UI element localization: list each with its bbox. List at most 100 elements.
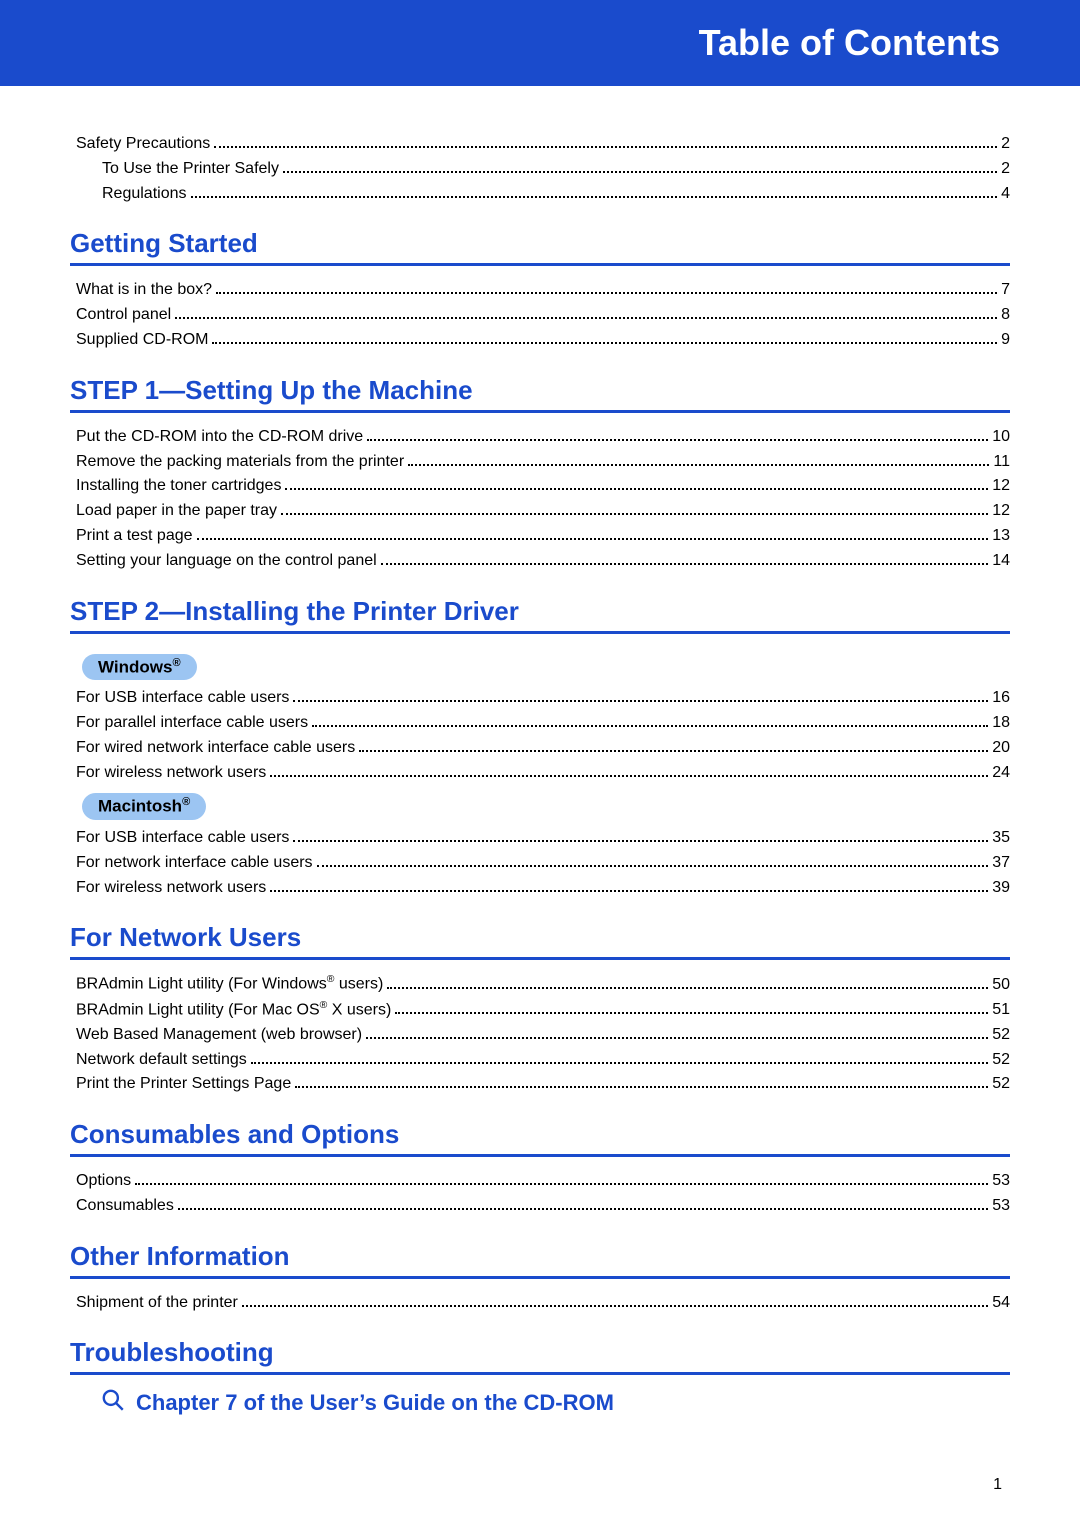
- toc-page-number: 52: [992, 1072, 1010, 1097]
- toc-page-number: 11: [993, 450, 1010, 475]
- toc-entry[interactable]: Consumables 53: [70, 1194, 1010, 1219]
- toc-leader-dots: [175, 317, 997, 319]
- toc-label: BRAdmin Light utility (For Windows® user…: [76, 972, 383, 997]
- toc-entry[interactable]: For wireless network users39: [70, 876, 1010, 901]
- toc-page-number: 51: [992, 998, 1010, 1023]
- toc-entry[interactable]: Put the CD-ROM into the CD-ROM drive10: [70, 425, 1010, 450]
- toc-entry[interactable]: Options53: [70, 1169, 1010, 1194]
- toc-page-number: 35: [992, 826, 1010, 851]
- toc-label: Network default settings: [76, 1048, 247, 1073]
- toc-entry[interactable]: Safety Precautions 2: [70, 132, 1010, 157]
- toc-content: Safety Precautions2To Use the Printer Sa…: [0, 86, 1080, 1418]
- toc-entry[interactable]: Web Based Management (web browser) 52: [70, 1023, 1010, 1048]
- toc-leader-dots: [251, 1062, 988, 1064]
- toc-label: Safety Precautions: [76, 132, 210, 157]
- toc-entry[interactable]: BRAdmin Light utility (For Windows® user…: [70, 972, 1010, 997]
- toc-label: Consumables: [76, 1194, 174, 1219]
- section-heading-step1: STEP 1—Setting Up the Machine: [70, 375, 1010, 413]
- toc-label: For wireless network users: [76, 876, 266, 901]
- toc-page-number: 37: [992, 851, 1010, 876]
- toc-leader-dots: [216, 292, 997, 294]
- toc-leader-dots: [317, 865, 989, 867]
- toc-page-number: 9: [1001, 328, 1010, 353]
- toc-label: To Use the Printer Safely: [102, 157, 279, 182]
- toc-label: For wired network interface cable users: [76, 736, 355, 761]
- toc-page-number: 12: [992, 474, 1010, 499]
- toc-entry[interactable]: Installing the toner cartridges12: [70, 474, 1010, 499]
- toc-label: BRAdmin Light utility (For Mac OS® X use…: [76, 998, 391, 1023]
- toc-page-number: 52: [992, 1048, 1010, 1073]
- toc-leader-dots: [214, 146, 997, 148]
- toc-page-number: 50: [992, 973, 1010, 998]
- toc-entry[interactable]: Shipment of the printer 54: [70, 1291, 1010, 1316]
- toc-label: For parallel interface cable users: [76, 711, 308, 736]
- toc-leader-dots: [381, 563, 989, 565]
- toc-label: Load paper in the paper tray: [76, 499, 277, 524]
- toc-leader-dots: [135, 1183, 988, 1185]
- toc-entry[interactable]: For parallel interface cable users 18: [70, 711, 1010, 736]
- toc-label: Remove the packing materials from the pr…: [76, 450, 404, 475]
- toc-entry[interactable]: Setting your language on the control pan…: [70, 549, 1010, 574]
- toc-page-number: 52: [992, 1023, 1010, 1048]
- toc-page-number: 2: [1001, 157, 1010, 182]
- toc-leader-dots: [270, 775, 988, 777]
- toc-leader-dots: [366, 1037, 988, 1039]
- toc-page-number: 53: [992, 1194, 1010, 1219]
- toc-entry[interactable]: What is in the box? 7: [70, 278, 1010, 303]
- toc-label: Setting your language on the control pan…: [76, 549, 377, 574]
- toc-entry[interactable]: Control panel8: [70, 303, 1010, 328]
- troubleshoot-subline-text: Chapter 7 of the User’s Guide on the CD-…: [136, 1390, 614, 1416]
- toc-page-number: 18: [992, 711, 1010, 736]
- toc-leader-dots: [293, 840, 988, 842]
- toc-leader-dots: [212, 342, 997, 344]
- section-heading-step2: STEP 2—Installing the Printer Driver: [70, 596, 1010, 634]
- toc-entry[interactable]: Load paper in the paper tray12: [70, 499, 1010, 524]
- toc-leader-dots: [395, 1012, 988, 1014]
- toc-page-number: 2: [1001, 132, 1010, 157]
- title-banner: Table of Contents: [0, 0, 1080, 86]
- toc-leader-dots: [367, 439, 988, 441]
- toc-entry[interactable]: For wired network interface cable users2…: [70, 736, 1010, 761]
- toc-page-number: 54: [992, 1291, 1010, 1316]
- toc-entry[interactable]: Print the Printer Settings Page52: [70, 1072, 1010, 1097]
- toc-label: Regulations: [102, 182, 187, 207]
- os-pill: Macintosh®: [82, 793, 206, 820]
- toc-leader-dots: [387, 987, 988, 989]
- toc-page-number: 14: [992, 549, 1010, 574]
- toc-entry[interactable]: Remove the packing materials from the pr…: [70, 450, 1010, 475]
- toc-leader-dots: [408, 464, 989, 466]
- toc-entry[interactable]: Regulations4: [70, 182, 1010, 207]
- toc-label: Control panel: [76, 303, 171, 328]
- toc-entry[interactable]: To Use the Printer Safely 2: [70, 157, 1010, 182]
- section-heading-troubleshooting: Troubleshooting: [70, 1337, 1010, 1375]
- toc-entry[interactable]: For USB interface cable users16: [70, 686, 1010, 711]
- toc-page-number: 7: [1001, 278, 1010, 303]
- toc-page-number: 10: [992, 425, 1010, 450]
- toc-page-number: 24: [992, 761, 1010, 786]
- toc-page-number: 13: [992, 524, 1010, 549]
- toc-label: Supplied CD-ROM: [76, 328, 208, 353]
- magnifier-icon: [100, 1387, 126, 1418]
- toc-leader-dots: [283, 171, 997, 173]
- toc-leader-dots: [270, 890, 988, 892]
- toc-entry[interactable]: Print a test page 13: [70, 524, 1010, 549]
- toc-label: What is in the box?: [76, 278, 212, 303]
- troubleshoot-subline: Chapter 7 of the User’s Guide on the CD-…: [100, 1387, 1010, 1418]
- toc-label: Options: [76, 1169, 131, 1194]
- toc-entry[interactable]: For USB interface cable users 35: [70, 826, 1010, 851]
- page-number: 1: [993, 1476, 1002, 1494]
- toc-label: Shipment of the printer: [76, 1291, 238, 1316]
- toc-entry[interactable]: Network default settings 52: [70, 1048, 1010, 1073]
- toc-entry[interactable]: BRAdmin Light utility (For Mac OS® X use…: [70, 998, 1010, 1023]
- toc-entry[interactable]: For network interface cable users37: [70, 851, 1010, 876]
- section-heading-getting-started: Getting Started: [70, 228, 1010, 266]
- page-title: Table of Contents: [699, 22, 1000, 64]
- toc-leader-dots: [197, 538, 989, 540]
- toc-entry[interactable]: For wireless network users24: [70, 761, 1010, 786]
- toc-page-number: 16: [992, 686, 1010, 711]
- toc-leader-dots: [295, 1086, 988, 1088]
- toc-label: Web Based Management (web browser): [76, 1023, 362, 1048]
- toc-label: For USB interface cable users: [76, 826, 289, 851]
- toc-entry[interactable]: Supplied CD-ROM 9: [70, 328, 1010, 353]
- toc-label: Print a test page: [76, 524, 193, 549]
